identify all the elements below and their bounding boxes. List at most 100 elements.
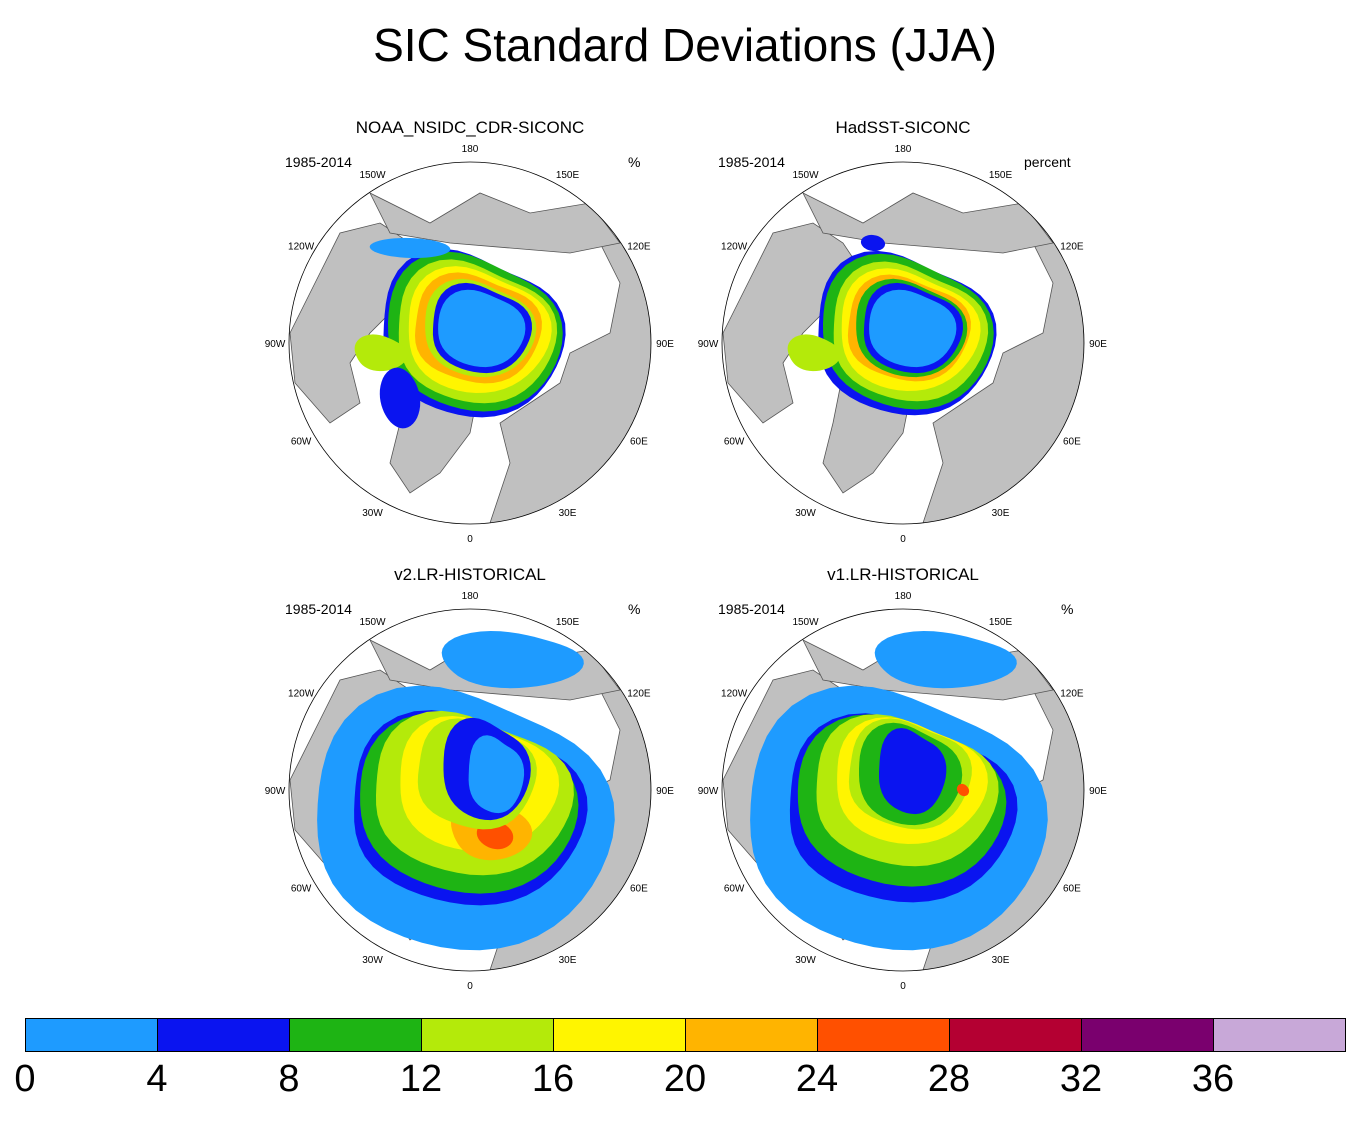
longitude-label: 120W (288, 689, 315, 700)
colorbar-box (817, 1018, 950, 1052)
colorbar-tick-label: 12 (399, 1058, 443, 1100)
colorbar-tick-label: 0 (14, 1058, 36, 1100)
longitude-label: 30E (559, 955, 577, 966)
units-label: % (628, 154, 641, 170)
colorbar-tick-label: 32 (1059, 1058, 1103, 1100)
colorbar-box (25, 1018, 158, 1052)
land-mass (369, 192, 621, 254)
longitude-label: 90E (656, 786, 674, 797)
sic-contour (441, 631, 584, 689)
longitude-label: 90E (1089, 786, 1107, 797)
map-panel: 180 150E 120E 90E 60E 30E 0 30W 60W 90W 120W 150W v2… (255, 565, 685, 1005)
longitude-label: 90W (698, 786, 719, 797)
longitude-label: 60E (1063, 884, 1081, 895)
longitude-label: 60W (291, 884, 312, 895)
sic-contour (354, 334, 408, 372)
colorbar-box (553, 1018, 686, 1052)
longitude-label: 150E (556, 170, 580, 181)
colorbar-tick-label: 24 (795, 1058, 839, 1100)
colorbar-box (949, 1018, 1082, 1052)
longitude-label: 90W (265, 339, 286, 350)
longitude-label: 120E (627, 242, 651, 253)
longitude-label: 0 (900, 981, 906, 992)
polar-map: 180 150E 120E 90E 60E 30E 0 30W 60W 90W 120W 150W (265, 591, 675, 992)
longitude-label: 120E (1060, 242, 1084, 253)
colorbar-tick-label: 20 (663, 1058, 707, 1100)
period-label: 1985-2014 (285, 601, 352, 617)
longitude-label: 30W (362, 508, 383, 519)
colorbar-box (685, 1018, 818, 1052)
longitude-label: 120E (627, 689, 651, 700)
longitude-label: 60W (291, 437, 312, 448)
colorbar-box (421, 1018, 554, 1052)
longitude-label: 90E (1089, 339, 1107, 350)
colorbar-tick-label: 36 (1191, 1058, 1235, 1100)
figure-title: SIC Standard Deviations (JJA) (373, 19, 997, 71)
map-boundary (288, 608, 652, 972)
longitude-label: 150W (359, 170, 386, 181)
sic-contour (879, 728, 947, 815)
polar-map: 180 150E 120E 90E 60E 30E 0 30W 60W 90W 120W 150W (698, 591, 1108, 992)
longitude-label: 60E (630, 437, 648, 448)
longitude-label: 60W (724, 884, 745, 895)
longitude-label: 180 (462, 591, 479, 602)
longitude-label: 150W (792, 617, 819, 628)
longitude-label: 150W (792, 170, 819, 181)
longitude-label: 90W (265, 786, 286, 797)
longitude-label: 120W (288, 242, 315, 253)
units-label: % (1061, 601, 1074, 617)
longitude-label: 180 (895, 591, 912, 602)
longitude-label: 30W (795, 955, 816, 966)
colorbar-box (1081, 1018, 1214, 1052)
period-label: 1985-2014 (285, 154, 352, 170)
panel-title: HadSST-SICONC (835, 118, 971, 137)
longitude-label: 120W (721, 242, 748, 253)
colorbar-tick-label: 28 (927, 1058, 971, 1100)
map-boundary (721, 161, 1085, 525)
longitude-label: 180 (462, 144, 479, 155)
colorbar-box (289, 1018, 422, 1052)
longitude-label: 120W (721, 689, 748, 700)
panel-title: NOAA_NSIDC_CDR-SICONC (355, 118, 585, 137)
colorbar-box (1213, 1018, 1346, 1052)
longitude-label: 30E (992, 508, 1010, 519)
sic-contour (860, 234, 886, 252)
sic-contour (379, 367, 421, 429)
longitude-label: 60E (1063, 437, 1081, 448)
map-panel: 180 150E 120E 90E 60E 30E 0 30W 60W 90W 120W 150W Ha… (688, 118, 1118, 558)
map-boundary (721, 608, 1085, 972)
longitude-label: 150E (989, 170, 1013, 181)
longitude-label: 30E (559, 508, 577, 519)
map-panel: 180 150E 120E 90E 60E 30E 0 30W 60W 90W 120W 150W NO… (255, 118, 685, 558)
panel-title: v2.LR-HISTORICAL (394, 565, 546, 584)
longitude-label: 180 (895, 144, 912, 155)
longitude-label: 30E (992, 955, 1010, 966)
sic-contour (438, 289, 526, 368)
colorbar-tick-label: 4 (146, 1058, 168, 1100)
longitude-label: 150W (359, 617, 386, 628)
longitude-label: 0 (467, 981, 473, 992)
sic-contour (956, 783, 970, 797)
colorbar-tick-label: 8 (278, 1058, 300, 1100)
period-label: 1985-2014 (718, 154, 785, 170)
sic-contour (468, 735, 525, 814)
sic-contour (874, 631, 1017, 689)
colorbar-tick-label: 16 (531, 1058, 575, 1100)
colorbar (25, 1018, 1346, 1052)
period-label: 1985-2014 (718, 601, 785, 617)
longitude-label: 30W (795, 508, 816, 519)
polar-map: 180 150E 120E 90E 60E 30E 0 30W 60W 90W 120W 150W (698, 144, 1108, 545)
sic-contour (369, 237, 451, 259)
longitude-label: 30W (362, 955, 383, 966)
sic-contour (787, 334, 841, 372)
panel-title: v1.LR-HISTORICAL (827, 565, 979, 584)
units-label: percent (1024, 154, 1071, 170)
polar-map: 180 150E 120E 90E 60E 30E 0 30W 60W 90W 120W 150W (265, 144, 675, 545)
map-panel: 180 150E 120E 90E 60E 30E 0 30W 60W 90W 120W 150W v1… (688, 565, 1118, 1005)
longitude-label: 0 (467, 534, 473, 545)
longitude-label: 90W (698, 339, 719, 350)
map-boundary (288, 161, 652, 525)
longitude-label: 60W (724, 437, 745, 448)
longitude-label: 90E (656, 339, 674, 350)
longitude-label: 150E (989, 617, 1013, 628)
